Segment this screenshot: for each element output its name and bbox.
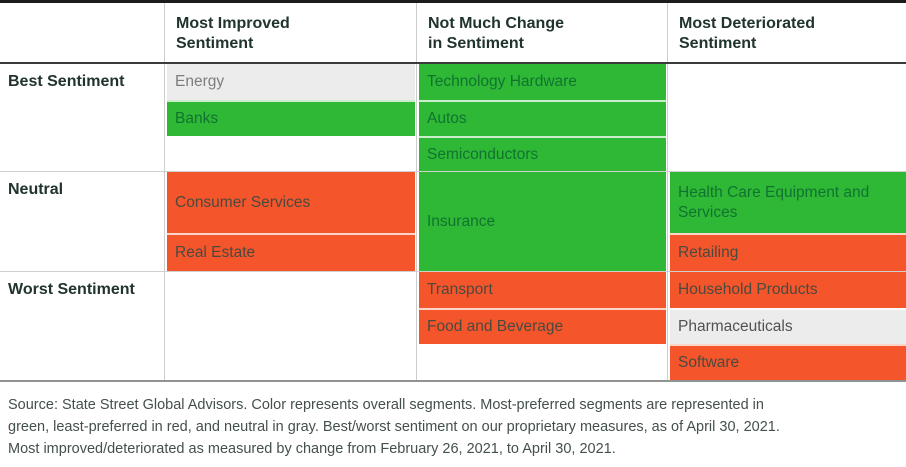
column-header-not-much-change: Not Much Change in Sentiment [428, 15, 564, 52]
sentiment-matrix-table: Most Improved Sentiment Not Much Change … [0, 0, 906, 382]
cell-insurance: Insurance [419, 172, 666, 271]
cell-food-and-beverage: Food and Beverage [419, 308, 666, 344]
cell-technology-hardware: Technology Hardware [419, 64, 666, 100]
cell-semiconductors: Semiconductors [419, 136, 666, 171]
cell-health-care-equipment-and-services: Health Care Equipment and Services [670, 172, 906, 233]
header-divider-rule [0, 62, 906, 64]
source-note: Source: State Street Global Advisors. Co… [8, 397, 780, 457]
cell-autos: Autos [419, 100, 666, 136]
row-header-neutral: Neutral [8, 181, 64, 198]
section-divider-worst [0, 271, 906, 272]
cell-software: Software [670, 344, 906, 380]
cell-real-estate: Real Estate [167, 233, 415, 271]
cell-consumer-services: Consumer Services [167, 172, 415, 233]
column-header-most-improved: Most Improved Sentiment [176, 15, 290, 52]
cell-household-products: Household Products [670, 272, 906, 308]
row-header-worst-sentiment: Worst Sentiment [8, 281, 135, 298]
row-header-best-sentiment: Best Sentiment [8, 73, 125, 90]
cell-banks: Banks [167, 100, 415, 136]
cell-energy: Energy [167, 64, 415, 100]
section-divider-neutral [0, 171, 906, 172]
cell-pharmaceuticals: Pharmaceuticals [670, 308, 906, 344]
column-header-most-deteriorated: Most Deteriorated Sentiment [679, 15, 816, 52]
cell-retailing: Retailing [670, 233, 906, 271]
cell-transport: Transport [419, 272, 666, 308]
